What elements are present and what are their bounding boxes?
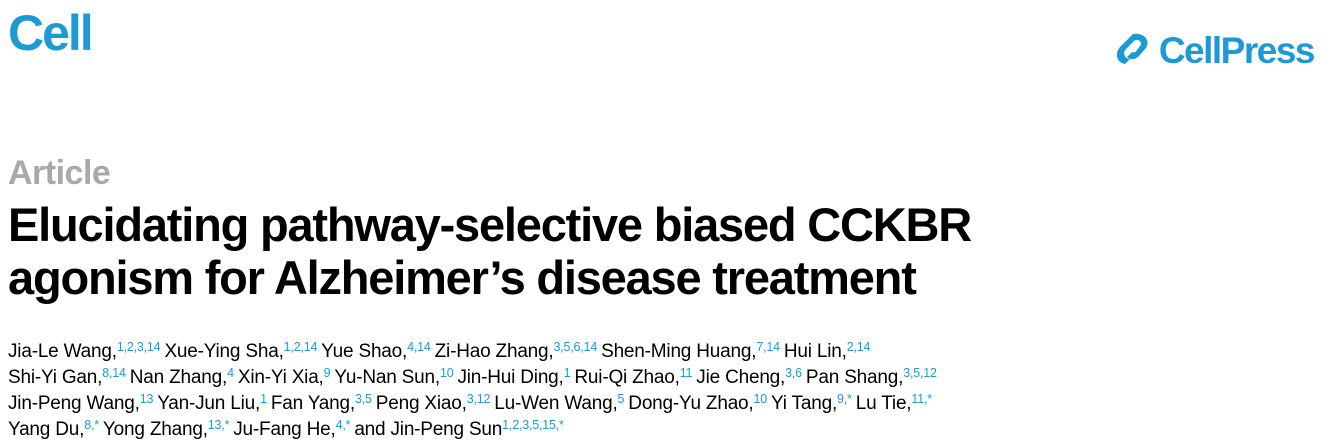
author-affiliation[interactable]: 1,2,3,5,15,* [502, 418, 564, 432]
author-name: Zi-Hao Zhang, [434, 341, 554, 362]
author-name: Xue-Ying Sha, [164, 341, 284, 362]
journal-logo: Cell [8, 5, 94, 61]
author-affiliation[interactable]: 11 [679, 366, 693, 380]
author-line: Jia-Le Wang,1,2,3,14 Xue-Ying Sha,1,2,14 Y… [8, 339, 941, 365]
author-affiliation[interactable]: 9 [323, 366, 331, 380]
author-name: Jie Cheng, [696, 367, 786, 388]
author-name: Jin-Hui Ding, [457, 367, 564, 388]
author-name: Shi-Yi Gan, [8, 367, 103, 388]
author-affiliation[interactable]: 3,6 [785, 366, 802, 380]
author-name: Yong Zhang, [102, 419, 208, 440]
author-affiliation[interactable]: 7,14 [756, 340, 780, 354]
author-name: Nan Zhang, [129, 367, 228, 388]
author-affiliation[interactable]: 1 [260, 392, 267, 406]
author-name: Ju-Fang He, [233, 419, 336, 440]
author-affiliation[interactable]: 3,12 [466, 392, 491, 406]
author-name: Shen-Ming Huang, [601, 341, 757, 362]
author-name: Dong-Yu Zhao, [628, 393, 754, 414]
author-name: Rui-Qi Zhao, [574, 367, 680, 388]
author-affiliation[interactable]: 3,5 [354, 392, 372, 406]
author-name: Peng Xiao, [375, 393, 467, 414]
title-line: agonism for Alzheimer’s disease treatmen… [8, 251, 917, 304]
author-name: Yan-Jun Liu, [157, 393, 261, 414]
author-affiliation[interactable]: 3,5,6,14 [553, 340, 598, 354]
author-affiliation[interactable]: 4,* [335, 418, 351, 432]
author-line: Yang Du,8,* Yong Zhang,13,* Ju-Fang He,4,*… [8, 417, 941, 443]
author-affiliation[interactable]: 3,5,12 [903, 366, 937, 380]
author-name: Hui Lin, [783, 341, 847, 362]
author-name: Yu-Nan Sun, [334, 367, 440, 388]
author-affiliation[interactable]: 2,14 [846, 340, 871, 354]
author-name: Pan Shang, [805, 367, 904, 388]
author-name: Yue Shao, [321, 341, 408, 362]
author-name: and Jin-Peng Sun [354, 419, 503, 440]
cellpress-logo-icon [1116, 33, 1148, 64]
author-affiliation[interactable]: 5 [617, 392, 625, 406]
author-name: Jin-Peng Wang, [8, 393, 140, 414]
author-affiliation[interactable]: 13 [139, 392, 154, 406]
author-name: Fan Yang, [270, 393, 355, 414]
author-affiliation[interactable]: 13,* [207, 418, 230, 432]
title-line: Elucidating pathway-selective biased CCK… [8, 198, 972, 251]
author-line: Jin-Peng Wang,13 Yan-Jun Liu,1 Fan Yang,3,… [8, 391, 941, 417]
author-affiliation[interactable]: 8,14 [102, 366, 126, 380]
author-name: Jia-Le Wang, [8, 341, 117, 362]
author-affiliation[interactable]: 1 [563, 366, 571, 380]
author-name: Lu Tie, [855, 393, 912, 414]
author-affiliation[interactable]: 4 [227, 366, 234, 380]
author-affiliation[interactable]: 10 [439, 366, 454, 380]
author-name: Yi Tang, [771, 393, 838, 414]
author-affiliation[interactable]: 11,* [911, 392, 932, 406]
author-list: Jia-Le Wang,1,2,3,14 Xue-Ying Sha,1,2,14 Y… [8, 339, 941, 443]
author-affiliation[interactable]: 4,14 [407, 340, 431, 354]
author-affiliation[interactable]: 9,* [837, 392, 852, 406]
author-affiliation[interactable]: 1,2,3,14 [116, 340, 161, 354]
author-name: Xin-Yi Xia, [237, 367, 324, 388]
author-affiliation[interactable]: 1,2,14 [283, 340, 318, 354]
publisher-name: CellPress [1158, 29, 1316, 71]
article-title: Elucidating pathway-selective biased CCK… [8, 198, 972, 304]
author-line: Shi-Yi Gan,8,14 Nan Zhang,4 Xin-Yi Xia,9 Yu… [8, 365, 941, 391]
article-type: Article [8, 154, 111, 192]
author-affiliation[interactable]: 8,* [84, 418, 99, 432]
publisher-logo: CellPress [1113, 29, 1316, 71]
author-name: Lu-Wen Wang, [494, 393, 618, 414]
author-name: Yang Du, [8, 419, 85, 440]
author-affiliation[interactable]: 10 [753, 392, 768, 406]
